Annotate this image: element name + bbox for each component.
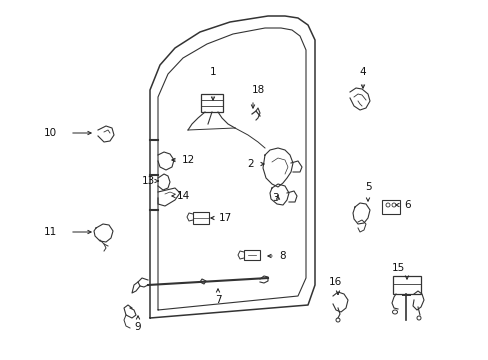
Text: 18: 18 (251, 85, 264, 95)
Text: 16: 16 (328, 277, 341, 287)
Text: 3: 3 (271, 193, 278, 203)
Text: 9: 9 (134, 322, 141, 332)
Text: 8: 8 (279, 251, 286, 261)
Text: 7: 7 (214, 295, 221, 305)
Text: 10: 10 (43, 128, 57, 138)
Text: 5: 5 (364, 182, 370, 192)
Text: 6: 6 (404, 200, 410, 210)
Text: 17: 17 (218, 213, 231, 223)
Text: 2: 2 (247, 159, 254, 169)
Bar (392, 276, 420, 294)
Bar (244, 250, 260, 260)
Text: 11: 11 (43, 227, 57, 237)
Text: 1: 1 (209, 67, 216, 77)
Bar (201, 94, 223, 112)
Bar (381, 200, 399, 214)
Text: 4: 4 (359, 67, 366, 77)
Text: 14: 14 (176, 191, 189, 201)
Text: 12: 12 (181, 155, 194, 165)
Bar (193, 212, 208, 224)
Text: 13: 13 (141, 176, 154, 186)
Text: 15: 15 (390, 263, 404, 273)
